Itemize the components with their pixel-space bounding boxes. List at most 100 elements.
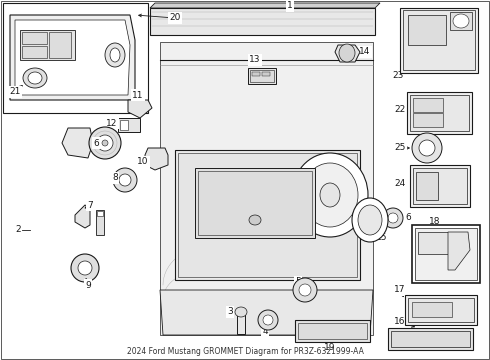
Bar [175,150,360,280]
Text: 2: 2 [15,225,21,234]
Polygon shape [160,290,373,335]
Polygon shape [150,8,375,35]
Polygon shape [160,42,373,335]
Polygon shape [10,15,135,100]
Ellipse shape [113,168,137,192]
Ellipse shape [249,215,261,225]
Bar [400,8,478,73]
Bar [408,298,474,322]
Bar [295,320,370,342]
Text: 17: 17 [394,285,406,294]
Bar [120,120,128,130]
Ellipse shape [453,14,469,28]
Bar [248,68,276,84]
Bar [412,225,480,283]
Text: 6: 6 [93,139,99,148]
Polygon shape [15,20,130,95]
Ellipse shape [412,133,442,163]
Polygon shape [335,45,360,62]
Polygon shape [155,38,378,340]
Bar [237,310,245,334]
Bar [388,328,473,350]
Text: 6: 6 [405,213,411,222]
Bar [195,168,315,238]
Ellipse shape [339,44,355,62]
Text: 5: 5 [295,278,301,287]
Bar [408,15,446,45]
Text: 25: 25 [394,144,406,153]
Bar [298,323,367,339]
Ellipse shape [71,254,99,282]
Bar [97,211,103,216]
Ellipse shape [97,135,113,151]
Text: 13: 13 [249,55,261,64]
Ellipse shape [299,284,311,296]
Bar [413,98,443,112]
Ellipse shape [258,310,278,330]
Text: 10: 10 [137,158,149,166]
Text: 9: 9 [85,280,91,289]
Text: 18: 18 [429,217,441,226]
Bar [450,12,472,30]
Ellipse shape [293,278,317,302]
Bar [22,32,47,44]
Ellipse shape [388,213,398,223]
Bar [418,232,448,254]
Ellipse shape [358,205,382,235]
Ellipse shape [352,198,388,242]
Bar [250,70,274,82]
Bar [410,95,469,131]
Text: 20: 20 [170,13,181,22]
Bar [391,331,470,347]
Bar [22,46,47,58]
Ellipse shape [292,153,368,237]
Text: 2024 Ford Mustang GROMMET Diagram for PR3Z-6321999-AA: 2024 Ford Mustang GROMMET Diagram for PR… [126,347,364,356]
Text: 7: 7 [87,201,93,210]
Text: 15: 15 [376,234,388,243]
Bar [178,153,357,277]
Polygon shape [75,205,90,228]
Ellipse shape [119,174,131,186]
Text: 3: 3 [227,307,233,316]
Text: 12: 12 [106,118,118,127]
Polygon shape [128,100,152,118]
Bar [403,10,475,70]
Ellipse shape [23,68,47,88]
Ellipse shape [28,72,42,84]
Text: 23: 23 [392,71,404,80]
Bar [407,92,472,134]
Ellipse shape [235,307,247,317]
Bar [49,32,71,58]
Polygon shape [150,3,380,8]
Bar [415,228,477,280]
Bar [416,172,438,200]
Ellipse shape [383,208,403,228]
Text: 22: 22 [394,105,406,114]
Polygon shape [145,148,168,170]
Bar [20,30,75,60]
Text: 14: 14 [359,48,371,57]
Bar [405,295,477,325]
Bar [96,210,104,235]
Bar [413,113,443,127]
Text: 19: 19 [324,342,336,351]
Text: 24: 24 [394,179,406,188]
Bar [412,302,452,317]
Text: 4: 4 [262,328,268,337]
Text: 11: 11 [132,90,144,99]
Bar [3,3,148,113]
Text: 21: 21 [9,87,21,96]
Bar [118,118,140,132]
Ellipse shape [302,163,358,227]
Ellipse shape [320,183,340,207]
Ellipse shape [105,43,125,67]
Text: 1: 1 [287,1,293,10]
Bar [413,168,467,204]
Ellipse shape [102,140,108,146]
Text: 16: 16 [394,318,406,327]
Bar [262,72,270,76]
Bar [410,165,470,207]
Polygon shape [62,128,93,158]
Ellipse shape [110,48,120,62]
Text: 1: 1 [287,0,293,9]
